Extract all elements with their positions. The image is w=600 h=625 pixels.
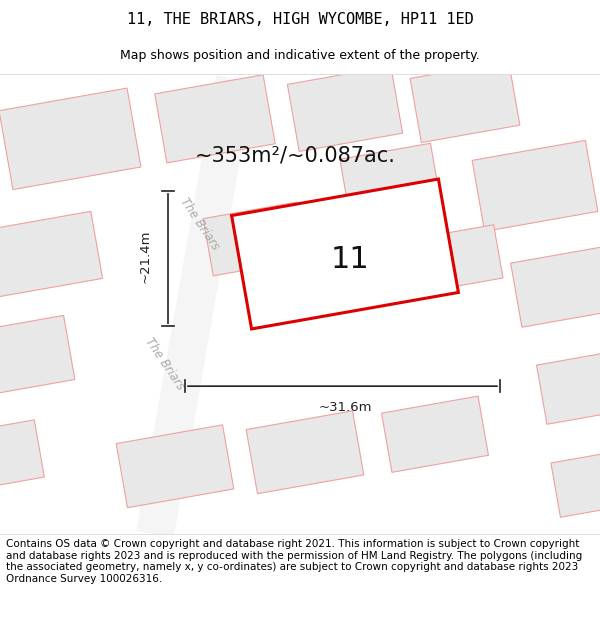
Text: The Briars: The Briars	[143, 336, 187, 392]
Polygon shape	[382, 396, 488, 472]
Polygon shape	[232, 179, 458, 329]
Polygon shape	[511, 245, 600, 328]
Polygon shape	[340, 143, 440, 214]
Text: Contains OS data © Crown copyright and database right 2021. This information is : Contains OS data © Crown copyright and d…	[6, 539, 582, 584]
Polygon shape	[0, 420, 44, 492]
Polygon shape	[536, 348, 600, 424]
Polygon shape	[0, 316, 75, 397]
Text: Map shows position and indicative extent of the property.: Map shows position and indicative extent…	[120, 49, 480, 62]
Polygon shape	[246, 411, 364, 494]
Polygon shape	[203, 202, 307, 276]
Polygon shape	[116, 425, 234, 508]
Polygon shape	[472, 141, 598, 231]
Polygon shape	[287, 66, 403, 151]
Text: ~353m²/~0.087ac.: ~353m²/~0.087ac.	[194, 146, 395, 166]
Text: ~31.6m: ~31.6m	[318, 401, 372, 414]
Polygon shape	[155, 75, 275, 163]
Polygon shape	[410, 61, 520, 142]
Polygon shape	[551, 448, 600, 518]
Text: The Briars: The Briars	[178, 196, 222, 252]
Polygon shape	[407, 225, 503, 293]
Polygon shape	[311, 234, 409, 304]
Polygon shape	[136, 76, 254, 538]
Polygon shape	[0, 211, 103, 297]
Text: 11, THE BRIARS, HIGH WYCOMBE, HP11 1ED: 11, THE BRIARS, HIGH WYCOMBE, HP11 1ED	[127, 12, 473, 28]
Text: 11: 11	[331, 244, 370, 274]
Text: ~21.4m: ~21.4m	[139, 229, 151, 282]
Polygon shape	[0, 88, 141, 189]
